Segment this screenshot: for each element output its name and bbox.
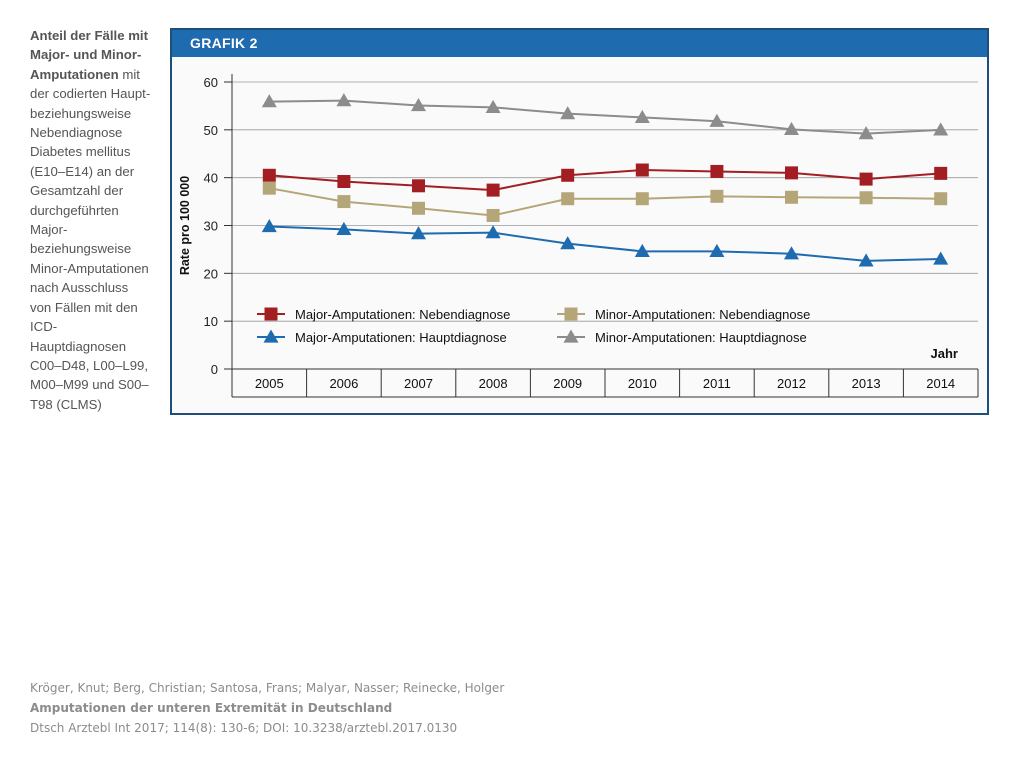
data-point — [785, 166, 798, 180]
chart-frame: GRAFIK 2 0 10 20 30 40 50 60 2005 2006 2007 2008 20… — [170, 28, 989, 415]
data-point — [485, 99, 501, 113]
data-point — [634, 109, 650, 124]
legend-label: Minor-Amputationen: Nebendiagnose — [595, 307, 810, 322]
data-point — [934, 192, 948, 206]
y-tick-label: 0 — [211, 362, 218, 377]
data-point — [710, 189, 724, 203]
data-point — [634, 243, 650, 257]
data-point — [784, 121, 799, 135]
series-line — [269, 99, 941, 135]
citation-authors: Kröger, Knut; Berg, Christian; Santosa, … — [30, 681, 505, 695]
data-point — [933, 122, 949, 136]
data-point — [784, 246, 799, 260]
data-point — [934, 166, 948, 180]
x-tick-label: 2008 — [479, 376, 508, 391]
data-point — [261, 94, 277, 108]
legend-marker — [564, 307, 578, 321]
x-tick-label: 2005 — [255, 376, 284, 391]
data-point — [337, 195, 351, 209]
data-point — [261, 218, 277, 233]
caption-bold-text: Anteil der Fälle mit Major- und Minor-Am… — [30, 28, 148, 82]
legend-marker — [263, 329, 279, 343]
y-tick-label: 20 — [204, 266, 218, 281]
data-point — [858, 126, 874, 140]
legend-item: Minor-Amputationen: Nebendiagnose — [557, 307, 810, 322]
x-tick-label: 2010 — [628, 376, 657, 391]
series-2 — [262, 181, 948, 222]
data-point — [561, 168, 575, 182]
citation: Kröger, Knut; Berg, Christian; Santosa, … — [30, 678, 504, 738]
data-point — [635, 192, 649, 206]
y-tick-label: 10 — [204, 314, 218, 329]
chart-title: GRAFIK 2 — [190, 35, 258, 51]
legend-marker — [563, 329, 579, 343]
data-point — [933, 251, 949, 265]
data-point — [412, 179, 425, 193]
x-axis-label: Jahr — [931, 346, 958, 361]
data-point — [412, 201, 425, 215]
line-chart: 0 10 20 30 40 50 60 2005 2006 2007 2008 2009 2010 201… — [178, 74, 979, 398]
y-tick-label: 40 — [204, 171, 218, 186]
data-point — [561, 192, 575, 206]
y-tick-label: 60 — [204, 75, 218, 90]
data-point — [336, 93, 352, 107]
chart-header: GRAFIK 2 — [172, 30, 987, 57]
data-point — [709, 113, 725, 127]
legend-label: Major-Amputationen: Hauptdiagnose — [295, 330, 507, 345]
x-tick-label: 2013 — [852, 376, 881, 391]
y-tick-label: 50 — [204, 123, 218, 138]
data-point — [337, 174, 351, 188]
data-point — [486, 183, 500, 197]
data-point — [560, 236, 576, 250]
data-point — [262, 181, 276, 195]
legend-item: Major-Amputationen: Hauptdiagnose — [257, 329, 507, 345]
data-point — [859, 172, 873, 186]
data-point — [785, 190, 798, 204]
figure-caption: Anteil der Fälle mit Major- und Minor-Am… — [30, 26, 152, 414]
series-line — [269, 169, 941, 192]
series-line — [269, 187, 941, 217]
legend-marker — [264, 307, 278, 321]
x-tick-label: 2007 — [404, 376, 433, 391]
data-point — [486, 208, 500, 222]
data-point — [336, 221, 352, 235]
data-point — [262, 168, 276, 182]
series-4 — [261, 93, 949, 140]
x-tick-label: 2006 — [329, 376, 358, 391]
data-point — [710, 164, 724, 178]
caption-text: mit der codierten Haupt- beziehungsweise… — [30, 66, 151, 412]
data-point — [485, 225, 501, 239]
series-line — [269, 225, 941, 262]
legend-label: Major-Amputationen: Nebendiagnose — [295, 307, 510, 322]
legend-item: Minor-Amputationen: Hauptdiagnose — [557, 329, 807, 345]
legend-item: Major-Amputationen: Nebendiagnose — [257, 307, 510, 322]
y-axis-label: Rate pro 100 000 — [178, 176, 192, 275]
data-point — [411, 226, 426, 240]
x-tick-label: 2014 — [926, 376, 955, 391]
data-point — [560, 106, 576, 120]
series-1 — [262, 163, 948, 197]
data-point — [859, 191, 873, 205]
citation-title: Amputationen der unteren Extremität in D… — [30, 701, 393, 715]
data-point — [635, 163, 649, 177]
data-point — [858, 253, 874, 267]
citation-journal: Dtsch Arztebl Int 2017; 114(8): 130-6; D… — [30, 721, 458, 735]
x-tick-label: 2009 — [553, 376, 582, 391]
data-point — [411, 97, 426, 112]
x-tick-label: 2012 — [777, 376, 806, 391]
legend-label: Minor-Amputationen: Hauptdiagnose — [595, 330, 807, 345]
data-point — [709, 243, 725, 257]
series-3 — [261, 218, 949, 267]
y-tick-label: 30 — [204, 219, 218, 234]
x-tick-label: 2011 — [703, 376, 731, 391]
